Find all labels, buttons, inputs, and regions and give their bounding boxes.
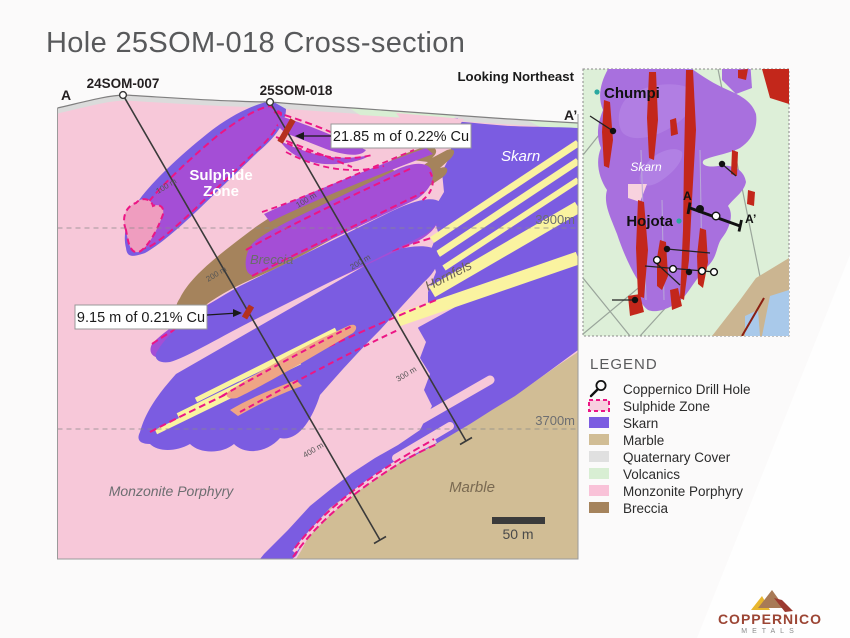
svg-text:Breccia: Breccia	[250, 252, 293, 267]
svg-text:9.15 m of 0.21% Cu: 9.15 m of 0.21% Cu	[77, 310, 205, 326]
svg-text:Monzonite Porphyry: Monzonite Porphyry	[623, 484, 743, 499]
svg-text:Zone: Zone	[203, 183, 239, 200]
svg-text:Monzonite Porphyry: Monzonite Porphyry	[109, 483, 235, 499]
svg-text:COPPERNICO: COPPERNICO	[718, 611, 822, 627]
svg-text:3700m: 3700m	[535, 413, 575, 428]
svg-text:Looking Northeast: Looking Northeast	[458, 69, 575, 84]
svg-text:A’: A’	[745, 212, 756, 226]
svg-text:3900m: 3900m	[535, 212, 575, 227]
svg-text:Skarn: Skarn	[630, 160, 662, 174]
svg-text:Breccia: Breccia	[623, 501, 669, 516]
svg-text:A’: A’	[564, 107, 577, 123]
svg-text:A: A	[61, 87, 71, 103]
svg-text:21.85 m of 0.22% Cu: 21.85 m of 0.22% Cu	[333, 129, 469, 145]
svg-text:Chumpi: Chumpi	[604, 85, 660, 102]
svg-text:Sulphide: Sulphide	[189, 167, 252, 184]
svg-text:Hojota: Hojota	[626, 213, 673, 230]
svg-text:Skarn: Skarn	[623, 416, 658, 431]
svg-text:50 m: 50 m	[502, 526, 533, 542]
svg-text:Marble: Marble	[449, 479, 495, 496]
svg-text:Hole 25SOM-018 Cross-section: Hole 25SOM-018 Cross-section	[46, 27, 465, 59]
svg-text:24SOM-007: 24SOM-007	[87, 76, 160, 91]
svg-text:Coppernico Drill Hole: Coppernico Drill Hole	[623, 382, 751, 397]
svg-text:Quaternary Cover: Quaternary Cover	[623, 450, 731, 465]
svg-text:METALS: METALS	[741, 628, 799, 635]
svg-text:Skarn: Skarn	[501, 148, 540, 165]
svg-text:Sulphide Zone: Sulphide Zone	[623, 399, 710, 414]
svg-text:25SOM-018: 25SOM-018	[260, 83, 333, 98]
svg-text:LEGEND: LEGEND	[590, 356, 658, 373]
svg-text:A: A	[683, 189, 692, 203]
svg-text:Volcanics: Volcanics	[623, 467, 680, 482]
svg-text:Marble: Marble	[623, 433, 664, 448]
